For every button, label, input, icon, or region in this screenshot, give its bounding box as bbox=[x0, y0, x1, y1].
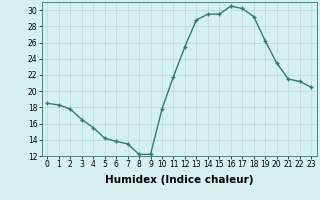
X-axis label: Humidex (Indice chaleur): Humidex (Indice chaleur) bbox=[105, 175, 253, 185]
